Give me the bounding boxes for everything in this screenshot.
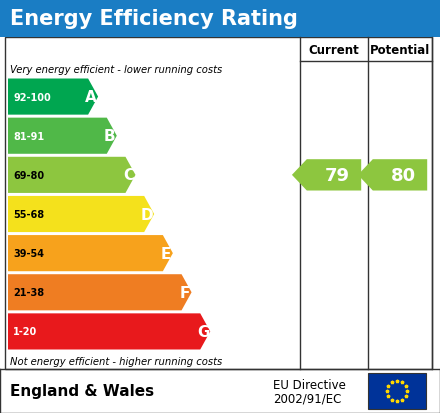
- Text: 39-54: 39-54: [13, 249, 44, 259]
- Text: E: E: [161, 246, 171, 261]
- Text: B: B: [104, 129, 116, 144]
- Polygon shape: [8, 275, 191, 311]
- Text: Energy Efficiency Rating: Energy Efficiency Rating: [10, 9, 298, 29]
- Polygon shape: [8, 197, 154, 233]
- Polygon shape: [8, 235, 173, 272]
- Bar: [0, 369, 440, 413]
- Text: Current: Current: [308, 43, 359, 56]
- Text: 55-68: 55-68: [13, 209, 44, 219]
- Text: 79: 79: [325, 166, 350, 185]
- Text: England & Wales: England & Wales: [10, 384, 154, 399]
- Polygon shape: [292, 160, 361, 191]
- Text: EU Directive: EU Directive: [273, 379, 346, 392]
- Text: 69-80: 69-80: [13, 171, 44, 180]
- Text: G: G: [197, 324, 209, 339]
- Text: Not energy efficient - higher running costs: Not energy efficient - higher running co…: [10, 356, 222, 366]
- Text: A: A: [85, 90, 97, 105]
- Text: Potential: Potential: [370, 43, 430, 56]
- Polygon shape: [8, 79, 98, 115]
- Bar: [0, 0, 440, 38]
- Text: 92-100: 92-100: [13, 93, 51, 102]
- Bar: [5, 38, 432, 369]
- Text: 2002/91/EC: 2002/91/EC: [273, 392, 341, 404]
- Polygon shape: [8, 119, 117, 154]
- Text: 21-38: 21-38: [13, 287, 44, 297]
- Text: Very energy efficient - lower running costs: Very energy efficient - lower running co…: [10, 65, 222, 75]
- Text: D: D: [141, 207, 154, 222]
- Polygon shape: [8, 157, 136, 193]
- Text: F: F: [180, 285, 190, 300]
- Polygon shape: [8, 313, 210, 350]
- Text: 81-91: 81-91: [13, 131, 44, 141]
- Text: 1-20: 1-20: [13, 327, 37, 337]
- Polygon shape: [358, 160, 427, 191]
- Text: C: C: [123, 168, 134, 183]
- Bar: [368, 373, 426, 409]
- Text: 80: 80: [391, 166, 416, 185]
